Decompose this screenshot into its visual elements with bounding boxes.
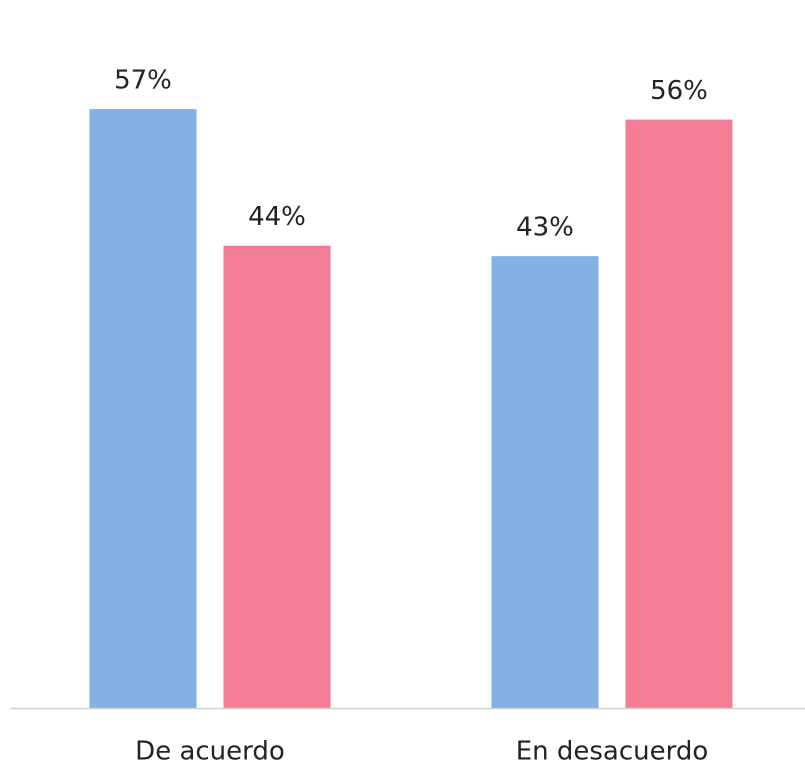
- value-label: 57%: [114, 66, 172, 96]
- value-label: 56%: [650, 76, 708, 106]
- value-label: 43%: [516, 213, 574, 243]
- bar: [89, 109, 197, 708]
- bar: [491, 256, 599, 708]
- x-tick-label: De acuerdo: [135, 737, 285, 765]
- bar: [223, 245, 331, 709]
- value-label: 44%: [248, 202, 306, 232]
- x-tick-label: En desacuerdo: [516, 737, 709, 765]
- bar: [625, 119, 733, 708]
